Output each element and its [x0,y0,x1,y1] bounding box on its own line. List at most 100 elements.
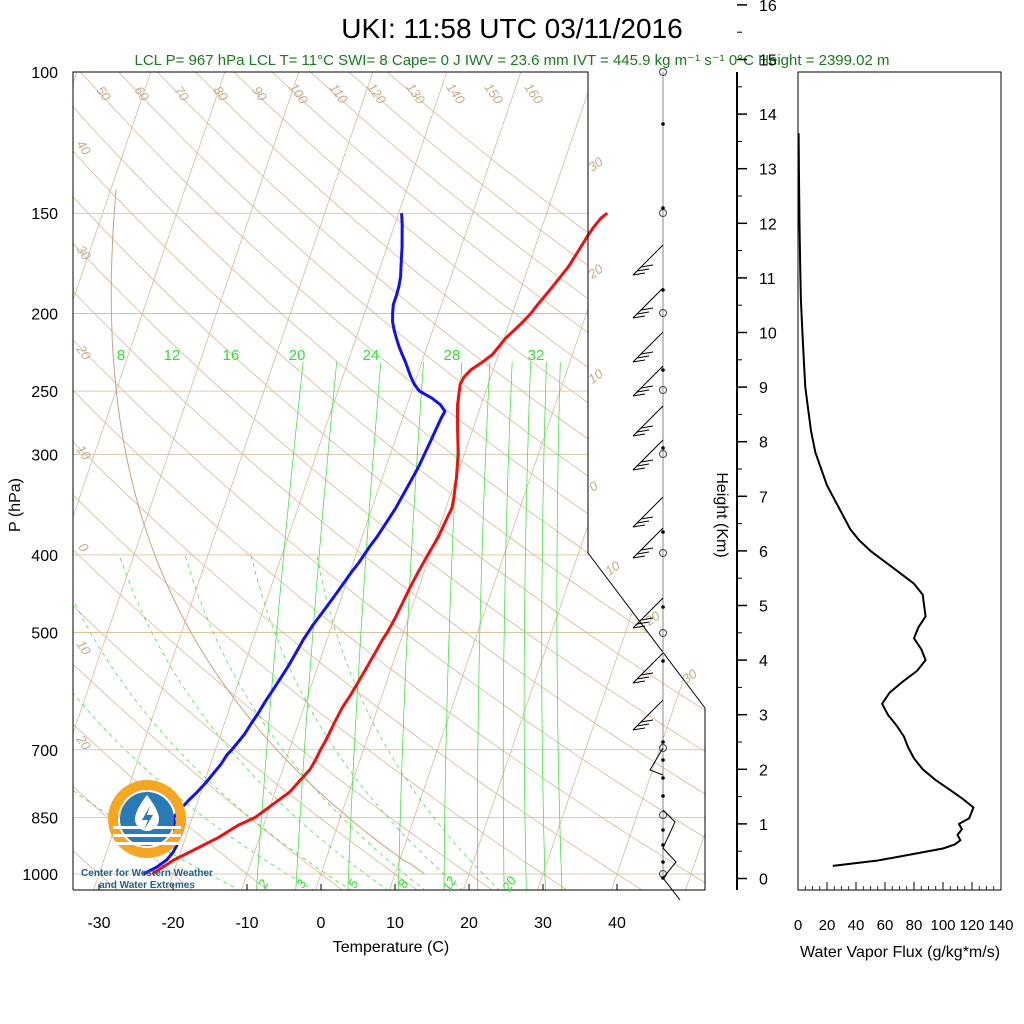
wind-barb-shaft [632,496,664,528]
mixing-ratio-label: 20 [289,347,306,364]
mixing-ratio-label-bottom: 2 [254,876,271,891]
mixing-ratio-line [502,362,513,890]
wind-dot [661,530,665,534]
wind-calm-circle [659,450,667,458]
dry-adiabat-line [73,72,705,890]
flux-tick-label: 120 [959,917,984,934]
wind-barb-feather [632,555,646,559]
wind-barb-feather [640,425,654,429]
temperature-tick-label: 10 [386,915,404,932]
mixing-ratio-line [477,362,491,890]
wind-dot [661,659,665,663]
height-tick-label: 10 [759,326,777,343]
height-tick-label: 13 [759,162,777,179]
flux-tick-label: 100 [930,917,955,934]
dry-adiabat-label: 80 [210,83,231,104]
mixing-ratio-line [347,362,382,890]
wind-barb-feather [632,727,646,731]
wind-barb-feather [632,625,646,629]
dry-adiabat-line [195,72,705,890]
height-tick-label: 9 [759,380,768,397]
wind-barb-feather [632,272,646,276]
isotherm-line [73,72,84,890]
wind-dot [661,758,665,762]
wind-dot [661,828,665,832]
isotherm-line [536,72,705,890]
mixing-ratio-line [255,362,304,890]
dry-adiabat-line [73,72,705,890]
wind-barb-shaft [632,597,664,629]
flux-tick-label: 40 [848,917,865,934]
height-tick-label: 5 [759,599,768,616]
dry-adiabat-label: 50 [93,83,114,104]
flux-tick-label: 80 [906,917,923,934]
pressure-tick-label: 200 [31,306,58,323]
pressure-tick-label: 700 [31,743,58,760]
chart-title: UKI: 11:58 UTC 03/11/2016 [341,13,682,44]
mixing-ratio-line [295,362,338,890]
wind-barb-feather [636,429,650,433]
wind-barb-surface [662,809,681,901]
height-tick-label: 2 [759,762,768,779]
dry-adiabat-label: 140 [443,80,468,107]
logo-text-line2: and Water Extremes [99,880,195,891]
wind-dot [661,776,665,780]
x-axis-label: Temperature (C) [333,939,449,956]
wind-barb-feather [640,617,654,621]
wind-barb-feather [636,621,650,625]
height-tick-label: 11 [759,271,776,288]
logo-text-line1: Center for Western Weather [81,868,213,879]
wind-barb-column [632,68,681,901]
wind-dot [661,860,665,864]
wind-barb-feather [640,719,654,723]
wind-barb-feather [632,359,646,363]
flux-tick-label: 140 [988,917,1013,934]
wind-calm-circle [659,744,667,752]
wind-barb-shaft [632,652,664,684]
height-tick-label: 15 [759,53,777,70]
height-tick-label: 1 [759,817,768,834]
wind-dot [661,122,665,126]
isotherm-line [0,54,9,891]
wind-calm-circle [659,386,667,394]
wind-dot [661,368,665,372]
wind-barb-feather [632,467,646,471]
dry-adiabat-line [73,72,644,890]
dry-adiabat-line [73,72,344,890]
skewt-profiles [142,212,609,876]
temperature-tick-label: 20 [460,915,478,932]
wind-barb-feather [632,680,646,684]
parcel-path [110,189,425,875]
logo-orange-ring [108,780,186,858]
pressure-tick-label: 150 [31,206,58,223]
wind-barb-shaft [632,365,664,397]
y-axis-label: P (hPa) [7,478,24,532]
wind-calm-circle [659,309,667,317]
background-lines [0,54,705,891]
moist-adiabat-line [73,554,353,890]
dry-adiabat-line [73,72,705,890]
left-edge-label: 0 [75,540,92,555]
isotherm-line [166,72,454,890]
height-tick-label: 8 [759,435,768,452]
wind-barb-feather [636,355,650,359]
left-edge-label: 20 [73,341,95,363]
pressure-tick-label: 850 [31,810,58,827]
isotherm-line [240,72,528,890]
height-tick-label: 14 [759,107,777,124]
dry-adiabat-line [271,72,705,890]
wind-barb-feather [636,676,650,680]
height-tick-label: 4 [759,653,768,670]
wind-calm-circle [659,549,667,557]
flux-profile [797,133,975,867]
dry-adiabat-line [310,72,705,890]
mixing-ratio-line [443,362,463,890]
wind-barb-feather [640,672,654,676]
wind-calm-circle [659,811,667,819]
pressure-tick-label: 500 [31,626,58,643]
flux-tick-label: 20 [819,917,836,934]
moist-adiabat-line [184,554,427,890]
dry-adiabat-line [73,72,705,890]
height-tick-label: 12 [759,216,777,233]
